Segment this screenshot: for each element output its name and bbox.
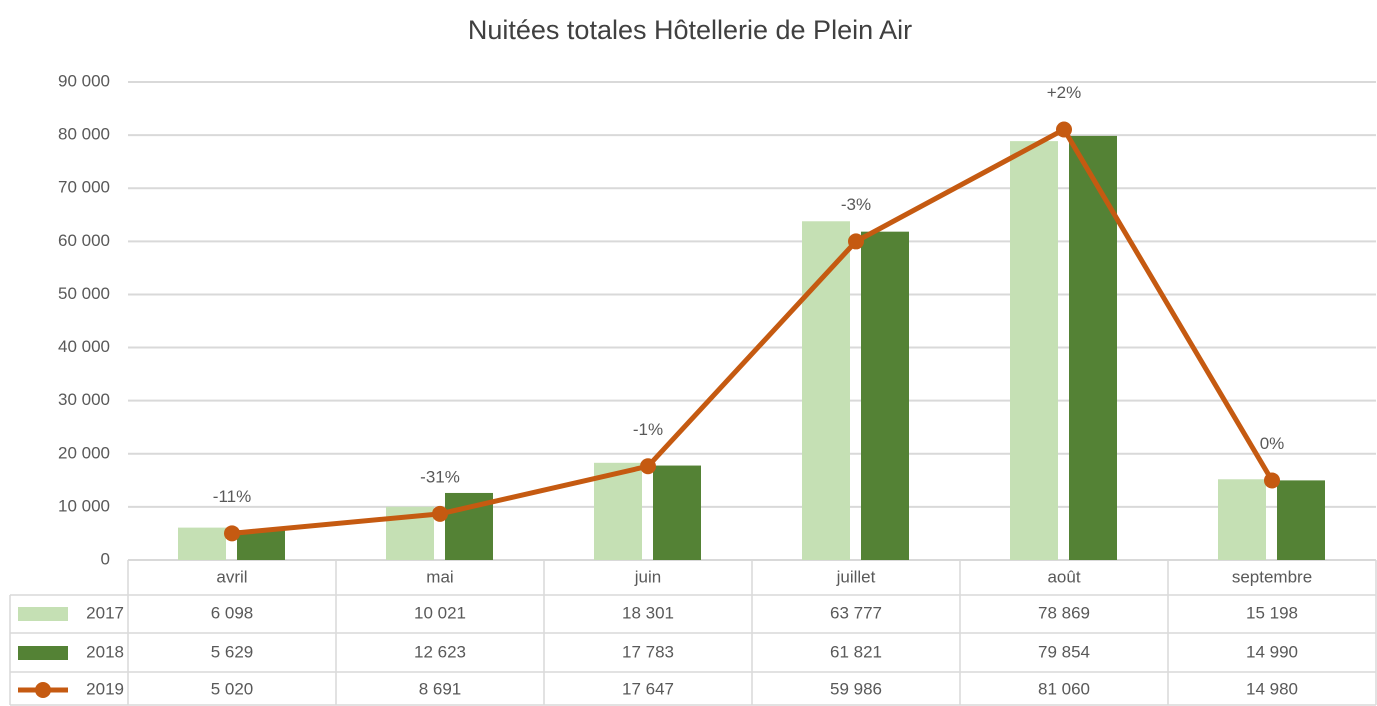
y-tick-label: 90 000 (58, 71, 110, 90)
bar (1218, 479, 1266, 560)
line-marker (640, 458, 656, 475)
y-tick-label: 20 000 (58, 443, 110, 462)
annotation: +2% (1047, 83, 1082, 102)
table-cell: 14 980 (1246, 679, 1298, 698)
table-cell: 81 060 (1038, 679, 1090, 698)
table-cell: 17 783 (622, 642, 674, 661)
y-tick-label: 10 000 (58, 496, 110, 515)
annotation: -1% (633, 420, 663, 439)
legend-swatch (18, 646, 68, 660)
line (231, 126, 1275, 536)
line-marker (848, 233, 864, 250)
table-cell: 8 691 (419, 679, 462, 698)
x-tick-label: juin (634, 567, 661, 586)
table-cell: 5 629 (211, 642, 254, 661)
bar (1069, 135, 1117, 560)
legend-label: 2017 (86, 603, 124, 622)
table-cell: 17 647 (622, 679, 674, 698)
bar (861, 231, 909, 560)
chart-title: Nuitées totales Hôtellerie de Plein Air (468, 15, 912, 45)
bar (1277, 480, 1325, 560)
annotation: 0% (1260, 434, 1285, 453)
x-tick-label: août (1047, 567, 1080, 586)
y-tick-label: 40 000 (58, 337, 110, 356)
annotation: -31% (420, 467, 460, 486)
y-tick-label: 60 000 (58, 231, 110, 250)
line-marker (224, 525, 240, 542)
y-tick-label: 30 000 (58, 390, 110, 409)
table-cell: 6 098 (211, 603, 254, 622)
y-tick-label: 70 000 (58, 178, 110, 197)
table-cell: 78 869 (1038, 603, 1090, 622)
table-cell: 79 854 (1038, 642, 1090, 661)
table-cell: 15 198 (1246, 603, 1298, 622)
bar (178, 527, 226, 560)
bar (653, 465, 701, 560)
table-cell: 63 777 (830, 603, 882, 622)
x-tick-label: avril (216, 567, 247, 586)
legend-label: 2018 (86, 642, 124, 661)
table-cell: 61 821 (830, 642, 882, 661)
legend-label: 2019 (86, 679, 124, 698)
bar (1010, 141, 1058, 560)
x-tick-label: septembre (1232, 567, 1312, 586)
bar (237, 530, 285, 560)
y-tick-label: 50 000 (58, 284, 110, 303)
annotation: -11% (213, 487, 251, 506)
x-tick-label: juillet (836, 567, 876, 586)
line-marker (1056, 121, 1072, 138)
table-cell: 5 020 (211, 679, 254, 698)
table-cell: 14 990 (1246, 642, 1298, 661)
table-cell: 59 986 (830, 679, 882, 698)
table-cell: 10 021 (414, 603, 466, 622)
y-tick-label: 80 000 (58, 125, 110, 144)
legend-marker (35, 682, 51, 698)
table-cell: 12 623 (414, 642, 466, 661)
annotation: -3% (841, 195, 871, 214)
legend-swatch (18, 607, 68, 621)
y-tick-label: 0 (101, 549, 110, 568)
line-marker (432, 505, 448, 522)
line-marker (1264, 472, 1280, 489)
bar (802, 221, 850, 561)
x-tick-label: mai (426, 567, 453, 586)
table-cell: 18 301 (622, 603, 674, 622)
